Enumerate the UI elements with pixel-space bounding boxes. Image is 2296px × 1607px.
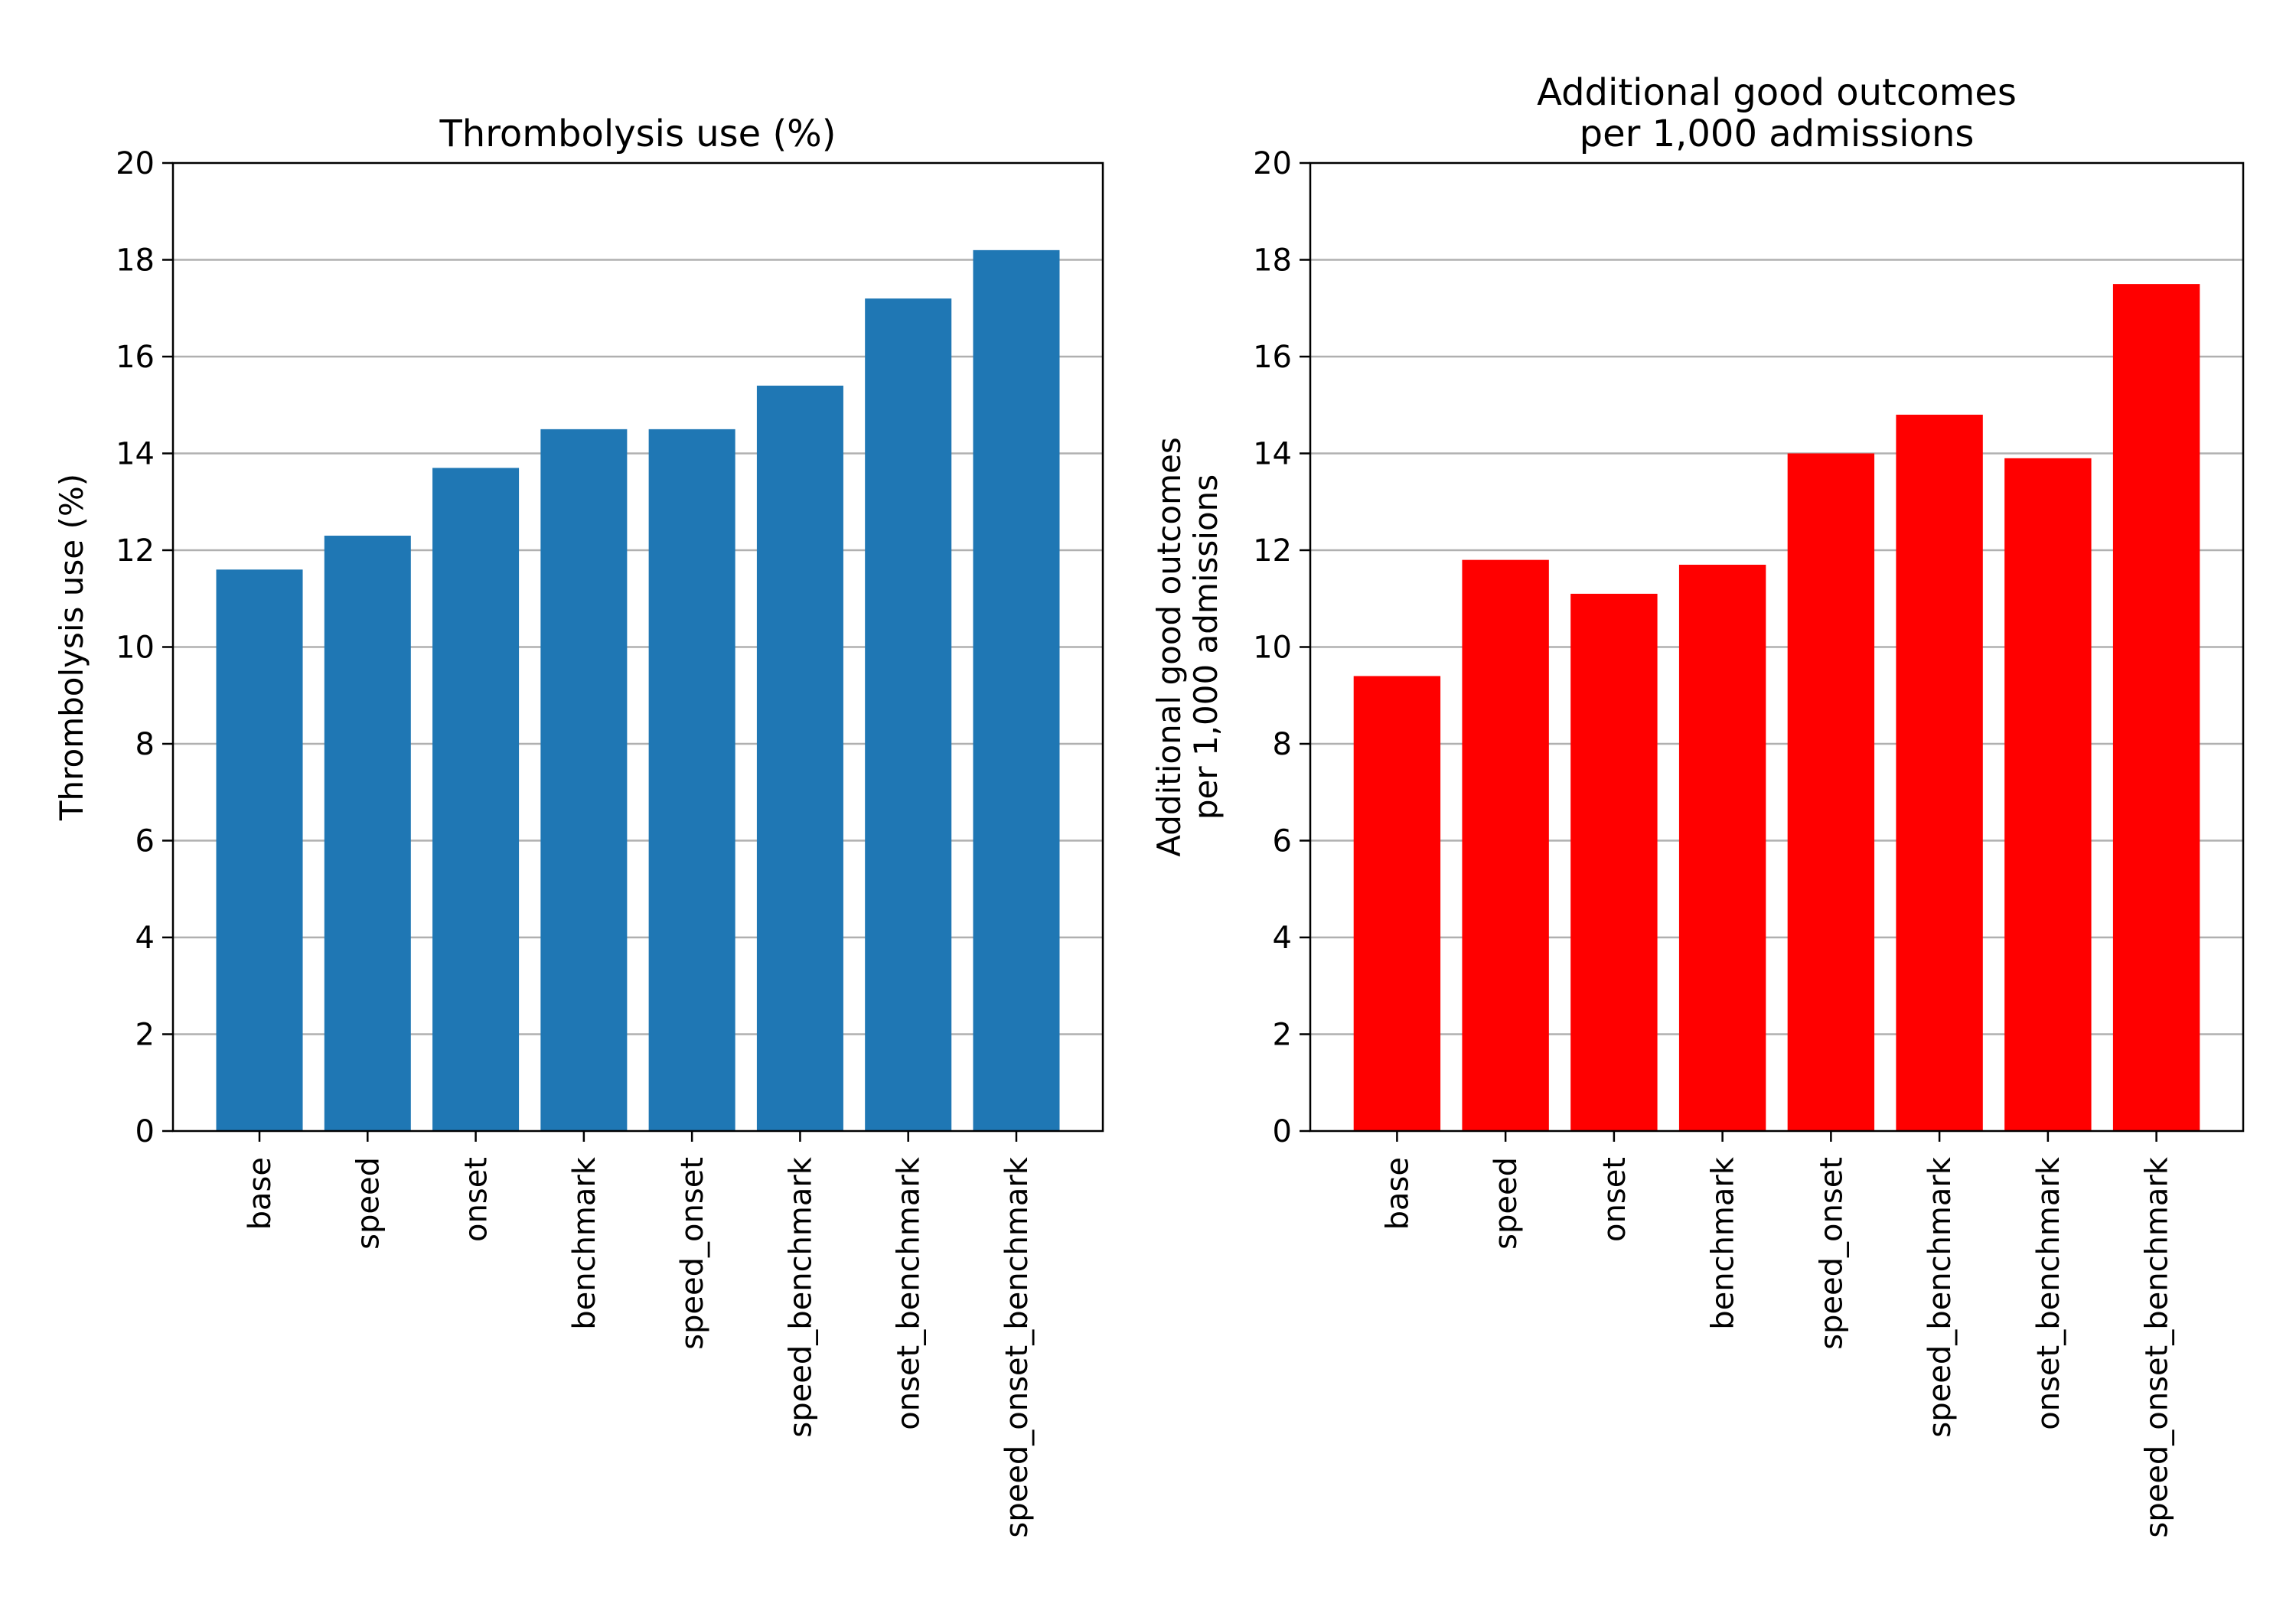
y-tick-label: 12	[1253, 533, 1292, 569]
x-tick-label: base	[1380, 1157, 1415, 1230]
y-axis-label: Thrombolysis use (%)	[53, 474, 90, 821]
x-tick-label: onset_benchmark	[892, 1156, 927, 1430]
y-tick-label: 14	[1253, 437, 1292, 472]
y-tick-label: 8	[135, 727, 155, 762]
bar-onset	[1570, 593, 1658, 1131]
y-tick-label: 4	[135, 921, 155, 956]
x-tick-label: onset	[1597, 1157, 1632, 1242]
bar-speed	[324, 536, 411, 1131]
bar-speed_onset_benchmark	[973, 249, 1060, 1132]
bar-speed_benchmark	[756, 385, 843, 1131]
chart-title: Additional good outcomes	[1537, 71, 2017, 114]
x-tick-label: speed_onset	[675, 1157, 710, 1350]
bar-onset_benchmark	[2004, 458, 2092, 1131]
bar-onset	[432, 468, 520, 1131]
y-tick-label: 20	[116, 146, 155, 181]
y-tick-label: 4	[1273, 921, 1292, 956]
x-tick-label: speed_benchmark	[1923, 1156, 1958, 1437]
x-tick-label: benchmark	[1706, 1156, 1741, 1330]
y-tick-label: 2	[135, 1018, 155, 1053]
y-tick-label: 0	[135, 1114, 155, 1149]
y-tick-label: 0	[1273, 1114, 1292, 1149]
x-tick-label: benchmark	[567, 1156, 602, 1330]
bar-speed_onset	[1787, 453, 1875, 1131]
x-tick-label: speed_onset_benchmark	[1000, 1156, 1035, 1537]
bar-speed_onset	[648, 429, 735, 1131]
y-tick-label: 14	[116, 437, 155, 472]
bar-onset_benchmark	[865, 298, 952, 1132]
y-tick-label: 6	[1273, 824, 1292, 859]
bar-speed_onset_benchmark	[2112, 284, 2200, 1131]
y-tick-label: 2	[1273, 1018, 1292, 1053]
y-tick-label: 10	[116, 631, 155, 666]
x-tick-label: base	[243, 1157, 278, 1230]
y-tick-label: 10	[1253, 631, 1292, 666]
y-tick-label: 12	[116, 533, 155, 569]
y-tick-label: 20	[1253, 146, 1292, 181]
bar-benchmark	[1678, 564, 1766, 1131]
x-tick-label: speed	[351, 1157, 386, 1250]
bar-benchmark	[540, 429, 628, 1131]
y-tick-label: 8	[1273, 727, 1292, 762]
chart-panel-right: 0 2 4 6 8 10 12 14 16 18 20 base speed onset benchmark…	[1150, 71, 2245, 1538]
x-tick-label: speed_onset_benchmark	[2140, 1156, 2175, 1537]
bar-base	[1353, 676, 1441, 1131]
x-tick-label: speed_onset	[1814, 1157, 1849, 1350]
x-tick-label: onset_benchmark	[2031, 1156, 2066, 1430]
y-tick-label: 16	[116, 340, 155, 375]
y-axis-label: per 1,000 admissions	[1187, 474, 1225, 820]
x-tick-label: speed_benchmark	[783, 1156, 818, 1437]
y-tick-label: 6	[135, 824, 155, 859]
x-tick-label: onset	[459, 1157, 494, 1242]
y-tick-label: 18	[116, 243, 155, 279]
y-axis-label: Additional good outcomes	[1150, 437, 1188, 856]
chart-title: per 1,000 admissions	[1580, 112, 1975, 155]
y-tick-label: 18	[1253, 243, 1292, 279]
y-tick-label: 16	[1253, 340, 1292, 375]
x-tick-label: speed	[1489, 1157, 1524, 1250]
bar-speed_benchmark	[1896, 414, 1983, 1131]
chart-panel-left: 0 2 4 6 8 10 12 14 16 18 20 base speed onset benchmark…	[53, 112, 1104, 1538]
bar-speed	[1462, 559, 1549, 1131]
bar-base	[216, 569, 303, 1131]
chart-title: Thrombolysis use (%)	[439, 112, 836, 155]
